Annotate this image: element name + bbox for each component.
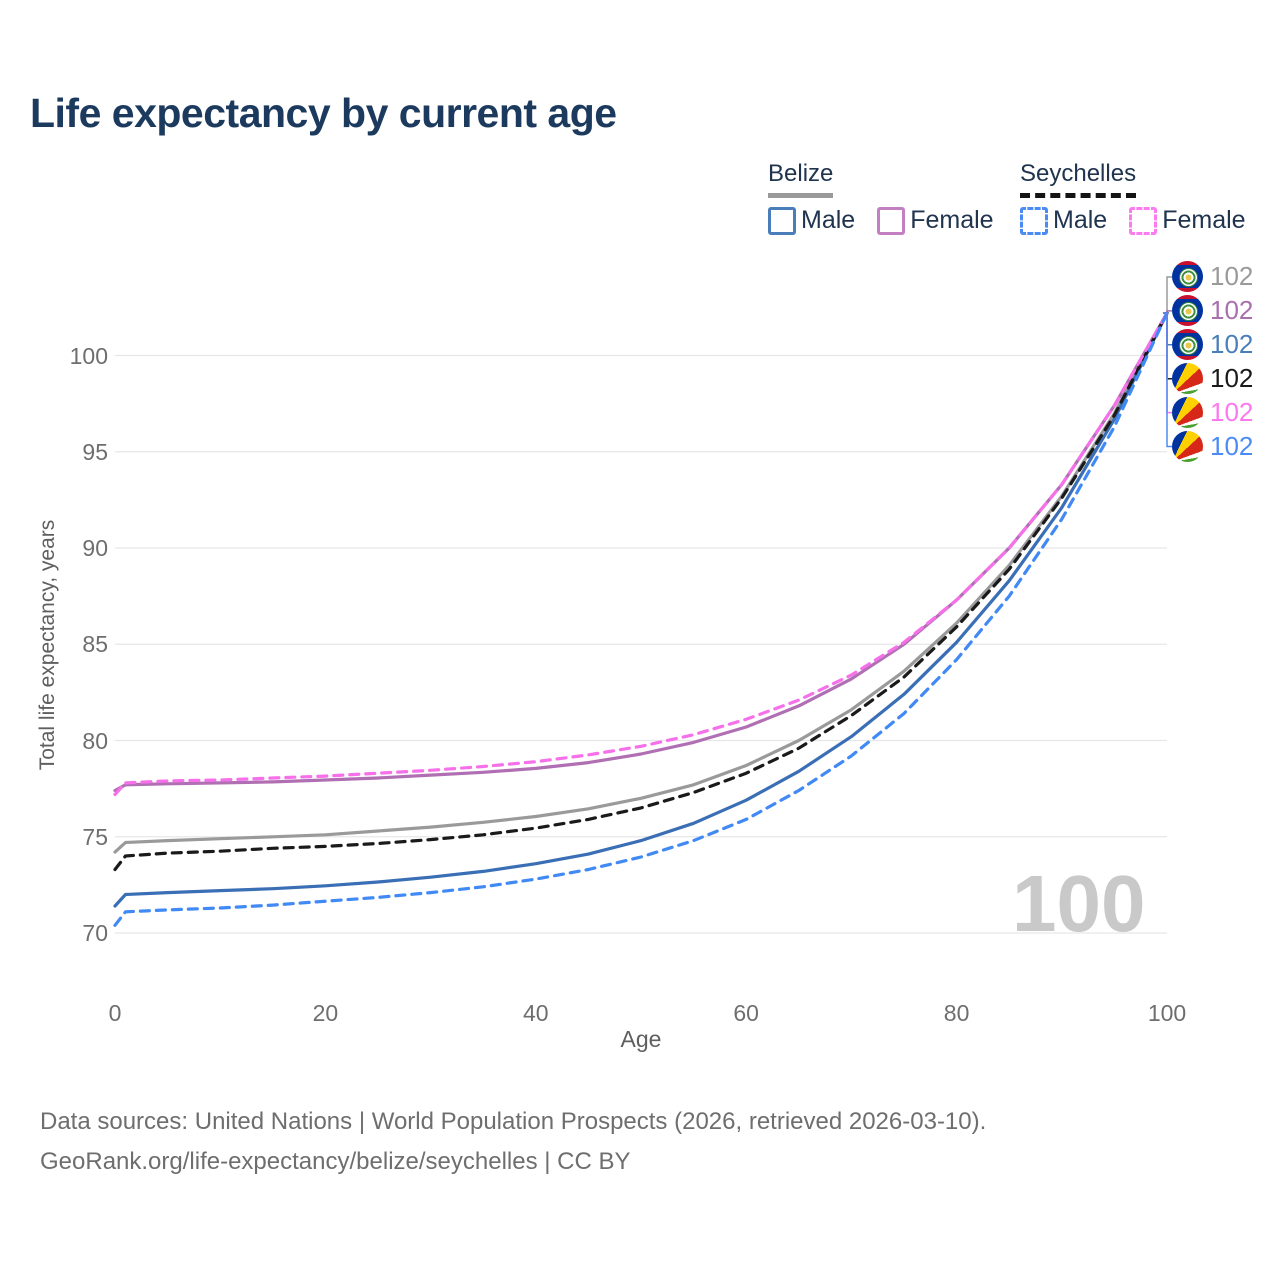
legend-items-seychelles: Male Female <box>1020 206 1246 235</box>
legend-label-belize-male[interactable]: Male <box>801 206 856 234</box>
footer-sources: Data sources: United Nations | World Pop… <box>40 1108 987 1135</box>
y-tick-label: 90 <box>82 535 108 561</box>
chart-canvas <box>113 276 1172 934</box>
belize-female-swatch-icon[interactable] <box>877 206 906 235</box>
x-tick-label: 0 <box>108 1000 122 1026</box>
line-seychelles-female <box>113 311 1169 796</box>
y-tick-label: 95 <box>82 438 108 465</box>
seychelles-flag-icon <box>1172 396 1203 428</box>
legend-label-belize-female[interactable]: Female <box>910 206 994 234</box>
age-watermark: 100 <box>1012 859 1146 948</box>
end-label-row: 102 <box>1172 294 1254 326</box>
end-value-label: 102 <box>1210 396 1254 427</box>
legend-item-belize-male[interactable]: Male <box>768 206 855 235</box>
end-label-row: 102 <box>1172 261 1253 292</box>
legend-label-seychelles-female[interactable]: Female <box>1162 206 1246 234</box>
x-axis-title: Age <box>620 1026 662 1052</box>
line-seychelles-male <box>113 311 1169 927</box>
legend-label-seychelles-male[interactable]: Male <box>1053 206 1108 234</box>
y-tick-label: 70 <box>82 920 108 946</box>
y-axis-title: Total life expectancy, years <box>36 519 59 771</box>
x-tick-label: 80 <box>943 1000 970 1026</box>
end-value-label: 102 <box>1210 328 1254 359</box>
legend-item-seychelles-male[interactable]: Male <box>1020 206 1107 235</box>
legend-group-seychelles: Seychelles Male Female <box>1020 160 1246 235</box>
belize-flag-icon <box>1172 328 1203 360</box>
end-value-label: 102 <box>1210 294 1254 325</box>
end-value-label: 102 <box>1210 362 1254 393</box>
belize-flag-icon <box>1172 294 1203 326</box>
x-tick-label: 20 <box>312 1000 339 1026</box>
end-value-label: 102 <box>1210 430 1254 461</box>
legend-items-belize: Male Female <box>768 206 994 235</box>
end-label-row: 102 <box>1172 430 1254 462</box>
end-value-label: 102 <box>1210 261 1254 291</box>
end-label-row: 102 <box>1172 328 1254 360</box>
footer-attribution: GeoRank.org/life-expectancy/belize/seych… <box>40 1148 631 1175</box>
belize-flag-icon <box>1172 261 1203 292</box>
legend-item-seychelles-female[interactable]: Female <box>1129 206 1246 235</box>
legend-country-belize[interactable]: Belize <box>768 160 834 198</box>
y-tick-label: 75 <box>82 823 108 850</box>
line-belize-female <box>113 311 1169 793</box>
end-label-row: 102 <box>1172 396 1254 428</box>
y-tick-label: 85 <box>82 631 108 658</box>
legend-country-seychelles[interactable]: Seychelles <box>1020 160 1137 198</box>
x-tick-label: 40 <box>523 1000 549 1026</box>
seychelles-flag-icon <box>1172 362 1203 394</box>
line-belize-male <box>113 311 1169 908</box>
legend-item-belize-female[interactable]: Female <box>877 206 994 235</box>
y-tick-label: 80 <box>82 727 108 754</box>
legend-group-belize: Belize Male Female <box>768 160 994 235</box>
seychelles-female-swatch-icon[interactable] <box>1129 206 1158 235</box>
seychelles-flag-icon <box>1172 430 1203 462</box>
x-tick-label: 100 <box>1147 1000 1187 1026</box>
end-label-connector <box>1163 276 1172 314</box>
belize-male-swatch-icon[interactable] <box>768 206 796 235</box>
end-label-connector <box>1163 312 1172 448</box>
line-belize-total <box>113 311 1169 854</box>
line-seychelles-total <box>113 311 1169 872</box>
end-label-row: 102 <box>1172 362 1254 394</box>
y-tick-label: 100 <box>69 342 108 369</box>
x-tick-label: 60 <box>733 1000 759 1026</box>
page-title: Life expectancy by current age <box>30 90 617 136</box>
seychelles-male-swatch-icon[interactable] <box>1020 206 1048 235</box>
